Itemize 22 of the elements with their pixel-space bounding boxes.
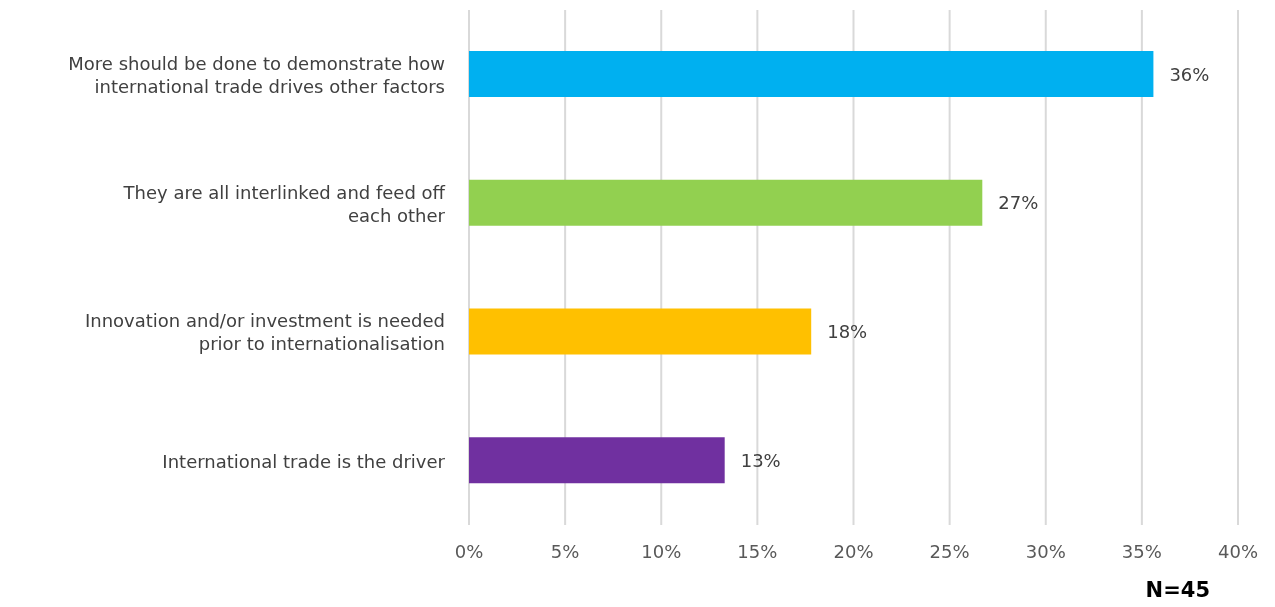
x-tick-label: 20% xyxy=(833,540,874,562)
bar xyxy=(469,308,812,355)
bar xyxy=(469,437,725,484)
data-label: 18% xyxy=(827,321,868,342)
data-label: 27% xyxy=(998,192,1039,214)
x-tick-label: 35% xyxy=(1121,540,1162,562)
y-tick-label: Innovation and/or investment is needed prior to internationalisation xyxy=(84,309,445,354)
y-tick-label: They are all interlinked and feed off each other xyxy=(122,181,446,226)
data-label: 13% xyxy=(740,449,781,471)
y-tick-label: International trade is the driver xyxy=(162,450,446,472)
x-tick-label: 25% xyxy=(929,540,970,562)
x-tick-label: 40% xyxy=(1217,540,1259,562)
y-tick-label: More should be done to demonstrate how international trade drives other factors xyxy=(68,52,445,97)
bar xyxy=(469,51,1154,97)
x-tick-label: 5% xyxy=(550,540,580,562)
x-tick-label: 10% xyxy=(641,540,682,562)
text: N=45 xyxy=(1145,578,1210,602)
x-tick-label: 15% xyxy=(737,540,778,562)
x-tick-label: 30% xyxy=(1025,540,1066,562)
bar xyxy=(469,179,983,226)
data-label: 36% xyxy=(1169,63,1210,85)
x-tick-label: 0% xyxy=(454,540,484,562)
